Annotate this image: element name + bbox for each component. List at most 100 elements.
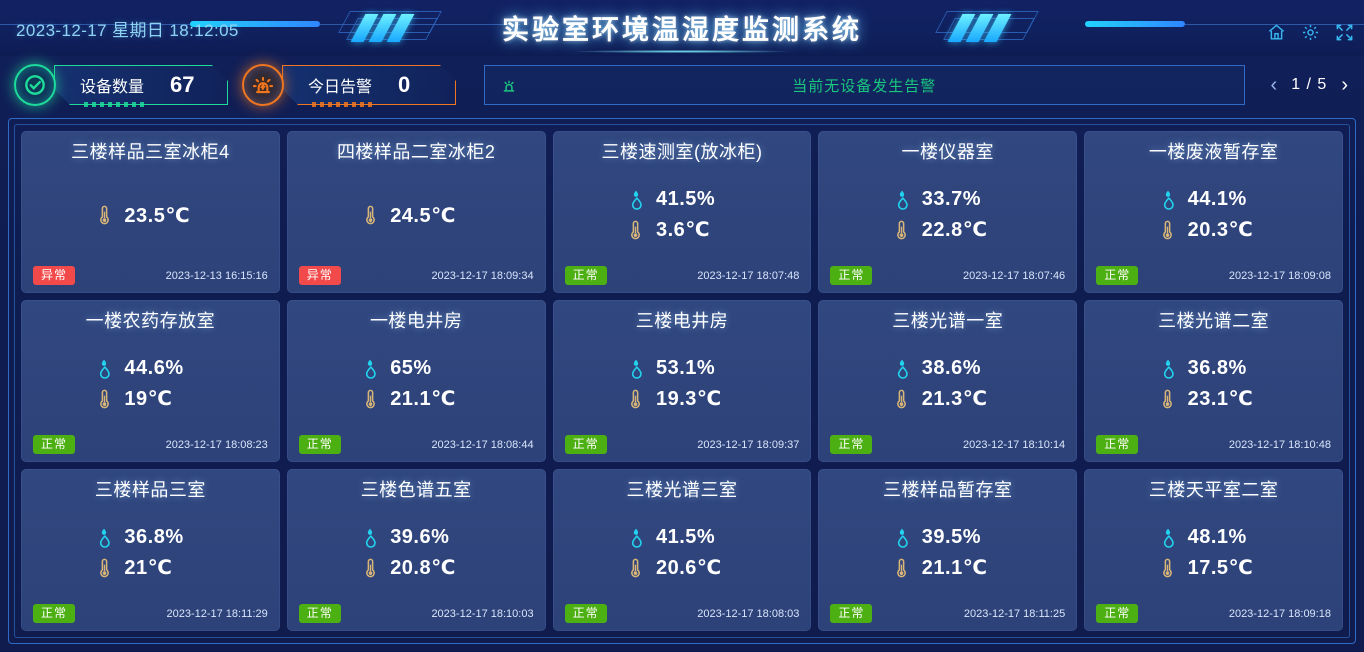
status-badge: 正常 bbox=[564, 435, 607, 454]
status-badge: 正常 bbox=[1096, 604, 1139, 623]
humidity-value: 39.5% bbox=[921, 526, 981, 548]
device-readings: 41.5% 20.6℃ bbox=[565, 504, 800, 602]
device-timestamp: 2023-12-17 18:08:03 bbox=[697, 607, 800, 620]
humidity-droplet-icon bbox=[94, 527, 114, 549]
humidity-reading: 44.6% bbox=[94, 357, 206, 380]
status-badge: 正常 bbox=[1096, 266, 1139, 285]
device-card[interactable]: 一楼农药存放室 44.6% 19℃ 正常 2023-12-17 18:08:23 bbox=[21, 300, 280, 462]
humidity-droplet-icon bbox=[360, 358, 380, 380]
device-card[interactable]: 三楼样品暂存室 39.5% 21.1℃ 正常 2023-12-17 18:11:25 bbox=[818, 469, 1078, 631]
home-icon[interactable] bbox=[1266, 22, 1286, 42]
temperature-value: 19℃ bbox=[124, 388, 173, 410]
temperature-reading: 19℃ bbox=[94, 386, 206, 411]
check-circle-icon bbox=[14, 64, 56, 106]
humidity-reading: 65% bbox=[360, 357, 472, 380]
device-footer: 正常 2023-12-17 18:07:46 bbox=[830, 266, 1065, 285]
device-readings: 65% 21.1℃ bbox=[299, 335, 534, 433]
temperature-reading: 3.6℃ bbox=[626, 217, 738, 242]
temperature-value: 3.6℃ bbox=[655, 219, 711, 241]
device-name: 三楼光谱一室 bbox=[892, 311, 1004, 331]
device-footer: 正常 2023-12-17 18:08:03 bbox=[564, 604, 800, 623]
device-card[interactable]: 三楼光谱二室 36.8% 23.1℃ 正常 2023-12-17 18:10:48 bbox=[1084, 300, 1343, 462]
status-badge: 正常 bbox=[33, 604, 76, 623]
humidity-reading: 44.1% bbox=[1158, 188, 1270, 211]
humidity-reading: 38.6% bbox=[892, 357, 1004, 380]
device-readings: 36.8% 21℃ bbox=[33, 504, 268, 602]
humidity-droplet-icon bbox=[1158, 527, 1178, 549]
temperature-value: 23.5℃ bbox=[124, 204, 191, 227]
thermometer-icon bbox=[626, 219, 646, 241]
prev-page-button[interactable]: ‹ bbox=[1270, 74, 1278, 96]
device-name: 三楼速测室(放冰柜) bbox=[601, 142, 763, 162]
humidity-value: 53.1% bbox=[655, 357, 716, 379]
device-readings: 48.1% 17.5℃ bbox=[1096, 504, 1331, 602]
device-readings: 44.1% 20.3℃ bbox=[1096, 166, 1331, 264]
page-title: 实验室环境温湿度监测系统 bbox=[502, 15, 862, 45]
humidity-value: 41.5% bbox=[655, 526, 716, 548]
device-footer: 正常 2023-12-17 18:09:08 bbox=[1096, 266, 1331, 285]
status-badge: 异常 bbox=[33, 266, 76, 285]
device-card[interactable]: 四楼样品二室冰柜2 24.5℃ 异常 2023-12-17 18:09:34 bbox=[286, 131, 546, 293]
humidity-value: 44.6% bbox=[124, 357, 184, 379]
status-badge: 正常 bbox=[830, 266, 873, 285]
device-name: 三楼电井房 bbox=[635, 311, 729, 331]
temperature-reading: 24.5℃ bbox=[360, 203, 472, 228]
device-card[interactable]: 三楼速测室(放冰柜) 41.5% 3.6℃ 正常 2023-12-17 18:07:48 bbox=[552, 131, 812, 293]
header-rule-right bbox=[1185, 24, 1364, 25]
gear-icon[interactable] bbox=[1300, 22, 1320, 42]
device-timestamp: 2023-12-17 18:09:37 bbox=[697, 438, 800, 451]
device-timestamp: 2023-12-13 16:15:16 bbox=[165, 269, 268, 282]
device-grid-panel: 三楼样品三室冰柜4 23.5℃ 异常 2023-12-13 16:15:16 四楼样品二… bbox=[8, 118, 1356, 644]
header-actions bbox=[1266, 22, 1354, 42]
header-glow-right bbox=[1085, 21, 1185, 27]
device-name: 三楼色谱五室 bbox=[360, 480, 472, 500]
device-readings: 33.7% 22.8℃ bbox=[830, 166, 1065, 264]
device-card[interactable]: 三楼光谱一室 38.6% 21.3℃ 正常 2023-12-17 18:10:14 bbox=[818, 300, 1078, 462]
next-page-button[interactable]: › bbox=[1341, 74, 1348, 96]
device-readings: 44.6% 19℃ bbox=[33, 335, 268, 433]
humidity-reading: 48.1% bbox=[1158, 526, 1270, 549]
humidity-reading: 41.5% bbox=[626, 188, 738, 211]
alarm-bell-icon bbox=[499, 75, 519, 95]
device-card[interactable]: 三楼色谱五室 39.6% 20.8℃ 正常 2023-12-17 18:10:03 bbox=[286, 469, 546, 631]
device-card[interactable]: 一楼电井房 65% 21.1℃ 正常 2023-12-17 18:08:44 bbox=[286, 300, 546, 462]
device-timestamp: 2023-12-17 18:08:23 bbox=[165, 438, 268, 451]
status-badge: 正常 bbox=[298, 435, 341, 454]
fullscreen-icon[interactable] bbox=[1334, 22, 1354, 42]
temperature-reading: 20.8℃ bbox=[360, 555, 472, 580]
alert-banner[interactable]: 当前无设备发生告警 bbox=[484, 65, 1245, 105]
alarm-light-icon bbox=[242, 64, 284, 106]
device-timestamp: 2023-12-17 18:11:29 bbox=[166, 607, 268, 620]
stat-device-count[interactable]: 设备数量 67 bbox=[10, 62, 228, 108]
device-card[interactable]: 三楼样品三室 36.8% 21℃ 正常 2023-12-17 18:11:29 bbox=[21, 469, 280, 631]
humidity-reading: 39.6% bbox=[360, 526, 472, 549]
device-card[interactable]: 三楼天平室二室 48.1% 17.5℃ 正常 2023-12-17 18:09:18 bbox=[1084, 469, 1343, 631]
status-badge: 异常 bbox=[298, 266, 341, 285]
device-readings: 39.6% 20.8℃ bbox=[299, 504, 534, 602]
stat-device-count-value: 67 bbox=[170, 72, 195, 97]
status-badge: 正常 bbox=[564, 604, 607, 623]
temperature-value: 22.8℃ bbox=[921, 219, 988, 241]
device-footer: 正常 2023-12-17 18:10:48 bbox=[1096, 435, 1331, 454]
device-card[interactable]: 三楼样品三室冰柜4 23.5℃ 异常 2023-12-13 16:15:16 bbox=[21, 131, 280, 293]
device-card[interactable]: 一楼仪器室 33.7% 22.8℃ 正常 2023-12-17 18:07:46 bbox=[818, 131, 1078, 293]
humidity-value: 36.8% bbox=[1187, 357, 1247, 379]
device-timestamp: 2023-12-17 18:10:48 bbox=[1228, 438, 1331, 451]
stat-today-alarm[interactable]: 今日告警 0 bbox=[238, 62, 456, 108]
humidity-value: 38.6% bbox=[921, 357, 981, 379]
stat-device-count-plate bbox=[54, 65, 228, 105]
device-card[interactable]: 一楼废液暂存室 44.1% 20.3℃ 正常 2023-12-17 18:09:08 bbox=[1084, 131, 1343, 293]
humidity-value: 44.1% bbox=[1187, 188, 1247, 210]
thermometer-icon bbox=[360, 388, 380, 410]
humidity-droplet-icon bbox=[892, 358, 912, 380]
device-timestamp: 2023-12-17 18:09:34 bbox=[431, 269, 534, 282]
header-datetime: 2023-12-17 星期日 18:12:05 bbox=[16, 21, 239, 40]
thermometer-icon bbox=[1158, 557, 1178, 579]
device-card[interactable]: 三楼光谱三室 41.5% 20.6℃ 正常 2023-12-17 18:08:03 bbox=[552, 469, 812, 631]
temperature-value: 24.5℃ bbox=[390, 204, 456, 227]
device-timestamp: 2023-12-17 18:07:48 bbox=[697, 269, 800, 282]
thermometer-icon bbox=[892, 557, 912, 579]
thermometer-icon bbox=[892, 388, 912, 410]
device-card[interactable]: 三楼电井房 53.1% 19.3℃ 正常 2023-12-17 18:09:37 bbox=[552, 300, 812, 462]
humidity-value: 41.5% bbox=[655, 188, 716, 210]
